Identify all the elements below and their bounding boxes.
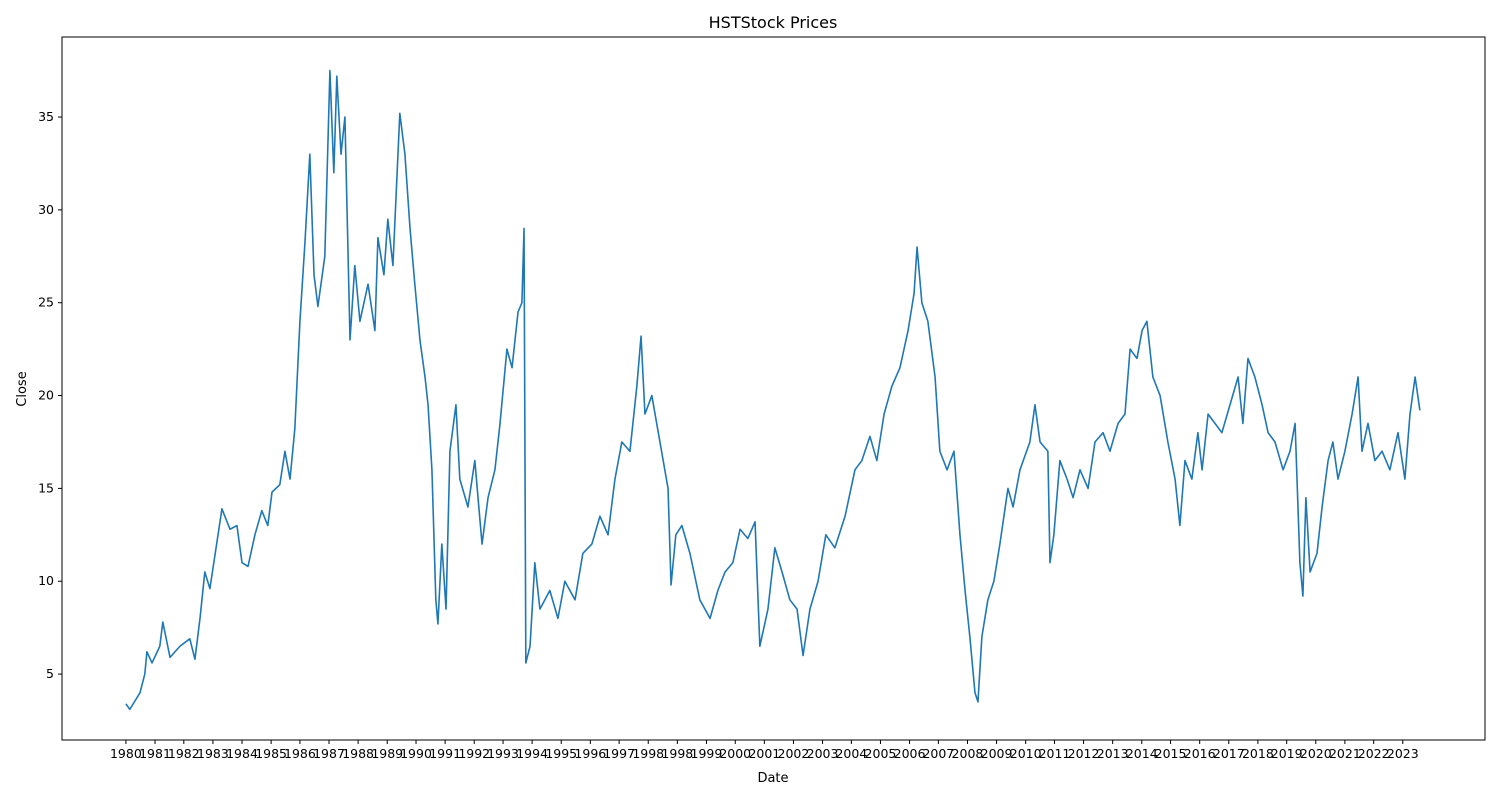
x-tick-label: 1982 bbox=[168, 746, 200, 761]
x-tick-label: 2018 bbox=[1242, 746, 1274, 761]
x-tick-label: 1990 bbox=[400, 746, 432, 761]
x-tick-label: 1998 bbox=[661, 746, 693, 761]
x-tick-label: 2019 bbox=[1271, 746, 1303, 761]
x-tick-label: 2010 bbox=[1010, 746, 1042, 761]
x-tick-label: 1998 bbox=[632, 746, 664, 761]
x-tick-label: 1980 bbox=[110, 746, 142, 761]
x-tick-label: 1994 bbox=[516, 746, 548, 761]
x-axis-label: Date bbox=[757, 771, 788, 786]
x-tick-label: 1989 bbox=[371, 746, 403, 761]
x-tick-label: 2017 bbox=[1213, 746, 1245, 761]
x-tick-label: 1988 bbox=[342, 746, 374, 761]
x-tick-label: 2013 bbox=[1097, 746, 1129, 761]
x-tick-label: 2005 bbox=[865, 746, 897, 761]
x-tick-label: 1986 bbox=[284, 746, 316, 761]
x-tick-label: 2011 bbox=[1039, 746, 1071, 761]
x-tick-label: 2002 bbox=[778, 746, 810, 761]
x-tick-label: 2003 bbox=[807, 746, 839, 761]
x-tick-label: 2021 bbox=[1329, 746, 1361, 761]
x-tick-label: 2015 bbox=[1155, 746, 1187, 761]
chart-title: HSTStock Prices bbox=[709, 13, 838, 32]
x-tick-label: 1981 bbox=[139, 746, 171, 761]
x-tick-label: 1987 bbox=[313, 746, 345, 761]
x-tick-label: 2014 bbox=[1126, 746, 1158, 761]
x-tick-label: 1995 bbox=[545, 746, 577, 761]
x-tick-label: 1983 bbox=[197, 746, 229, 761]
x-tick-label: 2009 bbox=[981, 746, 1013, 761]
y-tick-label: 5 bbox=[46, 666, 54, 681]
x-tick-label: 1992 bbox=[458, 746, 490, 761]
x-tick-label: 1999 bbox=[691, 746, 723, 761]
x-tick-label: 1985 bbox=[255, 746, 287, 761]
x-tick-label: 2012 bbox=[1068, 746, 1100, 761]
x-tick-label: 1991 bbox=[429, 746, 461, 761]
x-tick-label: 1997 bbox=[603, 746, 635, 761]
y-tick-label: 30 bbox=[38, 202, 54, 217]
y-tick-label: 20 bbox=[38, 388, 54, 403]
x-tick-label: 2006 bbox=[894, 746, 926, 761]
x-tick-label: 1984 bbox=[226, 746, 258, 761]
plot-frame bbox=[61, 36, 1486, 741]
x-tick-label: 2016 bbox=[1184, 746, 1216, 761]
price-line bbox=[125, 69, 1421, 711]
x-tick-label: 2007 bbox=[922, 746, 954, 761]
x-tick-label: 2004 bbox=[835, 746, 867, 761]
y-tick-label: 15 bbox=[38, 480, 54, 495]
y-tick-label: 35 bbox=[38, 109, 54, 124]
x-tick-label: 2008 bbox=[952, 746, 984, 761]
y-tick-label: 25 bbox=[38, 295, 54, 310]
x-tick-label: 2000 bbox=[719, 746, 751, 761]
x-tick-label: 1996 bbox=[574, 746, 606, 761]
x-tick-label: 2022 bbox=[1358, 746, 1390, 761]
x-tick-label: 2020 bbox=[1300, 746, 1332, 761]
x-tick-label: 1993 bbox=[487, 746, 519, 761]
y-axis-label: Close bbox=[15, 371, 30, 406]
x-tick-label: 2023 bbox=[1387, 746, 1419, 761]
x-tick-label: 2001 bbox=[748, 746, 780, 761]
y-tick-label: 10 bbox=[38, 573, 54, 588]
